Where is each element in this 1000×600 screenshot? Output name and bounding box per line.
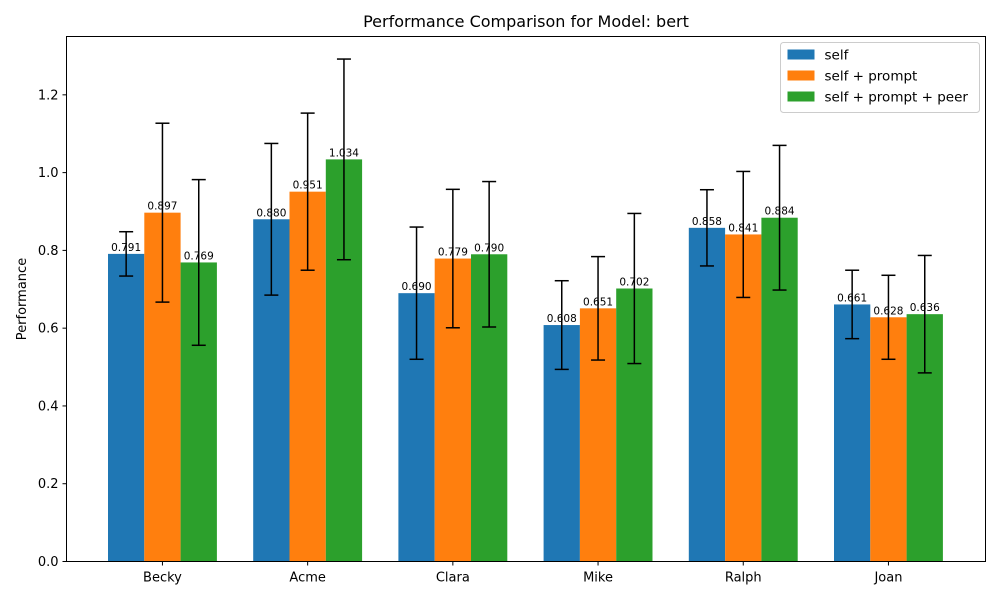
value-label-4-0: 0.858 [692,216,722,228]
value-label-1-0: 0.880 [256,207,286,219]
chart-title: Performance Comparison for Model: bert [363,12,689,31]
bar-4-0 [688,227,726,562]
y-axis-title: Performance [15,258,30,340]
error-bars-layer [119,58,932,374]
legend-label-0: self [825,48,850,64]
value-label-3-0: 0.608 [547,313,577,325]
x-tick-label-1: Acme [289,571,325,586]
value-label-3-2: 0.702 [619,277,649,289]
x-tick-label-3: Mike [583,571,613,586]
legend-swatch-1 [787,70,815,81]
value-label-0-2: 0.769 [184,250,214,262]
y-tick-label-3: 0.6 [38,322,59,337]
legend-label-1: self + prompt [825,69,918,85]
value-label-2-2: 0.790 [474,242,504,254]
value-label-4-1: 0.841 [728,222,758,234]
x-axis: Becky Acme Clara Mike Ralph Joan [143,561,902,586]
value-label-5-2: 0.636 [910,302,940,314]
value-label-5-0: 0.661 [837,292,867,304]
y-tick-label-5: 1.0 [38,166,59,181]
y-tick-label-4: 0.8 [38,244,59,259]
x-tick-label-0: Becky [143,571,182,586]
legend-label-2: self + prompt + peer [825,90,969,106]
y-tick-label-1: 0.2 [38,477,59,492]
value-label-0-0: 0.791 [111,242,141,254]
bar-0-0 [108,253,145,562]
value-label-3-1: 0.651 [583,296,613,308]
value-label-5-1: 0.628 [873,305,903,317]
value-label-1-2: 1.034 [329,147,359,159]
x-tick-label-4: Ralph [725,571,762,586]
y-tick-label-2: 0.4 [38,399,59,414]
value-label-4-2: 0.884 [765,206,795,218]
value-label-0-1: 0.897 [147,201,177,213]
x-tick-label-2: Clara [436,571,470,586]
legend-swatch-2 [787,91,815,102]
y-tick-label-0: 0.0 [38,555,59,570]
value-label-2-1: 0.779 [438,247,468,259]
y-axis: 0.0 0.2 0.4 0.6 0.8 1.0 1.2 [38,88,67,570]
value-labels-layer: 0.791 0.880 0.690 0.608 0.858 0.661 0.897 0.951… [111,147,940,325]
x-tick-label-5: Joan [873,571,902,586]
value-label-1-1: 0.951 [293,180,323,192]
plot-frame [66,36,986,562]
legend: self self + prompt self + prompt + peer [780,42,980,113]
y-tick-label-6: 1.2 [38,88,59,103]
bar-5-0 [834,304,871,562]
bars-layer [108,159,943,562]
legend-box [780,42,980,113]
legend-swatch-0 [787,49,815,60]
value-label-2-0: 0.690 [402,281,432,293]
